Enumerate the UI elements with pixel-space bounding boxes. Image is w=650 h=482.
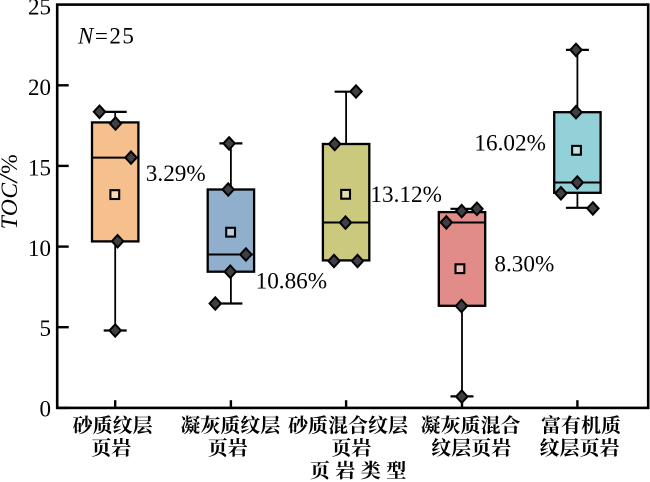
svg-text:3.29%: 3.29% <box>146 161 206 187</box>
svg-text:25: 25 <box>28 0 51 20</box>
svg-text:5: 5 <box>40 316 52 341</box>
svg-text:10.86%: 10.86% <box>256 268 328 294</box>
svg-text:16.02%: 16.02% <box>474 131 546 157</box>
svg-text:10: 10 <box>28 236 51 261</box>
svg-text:N=25: N=25 <box>77 24 135 49</box>
svg-text:0: 0 <box>40 397 52 422</box>
svg-text:13.12%: 13.12% <box>370 182 442 208</box>
svg-text:15: 15 <box>28 155 51 180</box>
svg-text:TOC/%: TOC/% <box>0 154 24 229</box>
svg-text:20: 20 <box>28 75 51 100</box>
svg-text:8.30%: 8.30% <box>494 252 554 278</box>
